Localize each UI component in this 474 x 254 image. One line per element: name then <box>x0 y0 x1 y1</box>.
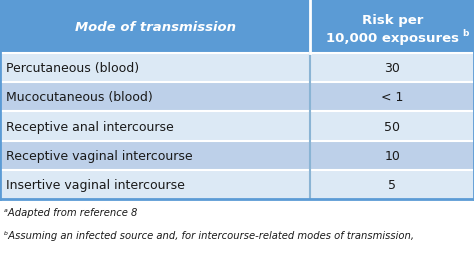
Bar <box>310 83 474 112</box>
Text: Receptive vaginal intercourse: Receptive vaginal intercourse <box>6 149 192 162</box>
Text: Mode of transmission: Mode of transmission <box>75 20 236 33</box>
Text: b: b <box>463 29 469 38</box>
Bar <box>0 0 474 54</box>
Bar <box>310 170 474 199</box>
Bar <box>0 141 310 170</box>
Bar <box>310 54 474 83</box>
Text: no condom use.: no condom use. <box>4 253 84 254</box>
Bar <box>0 112 310 141</box>
Bar <box>310 141 474 170</box>
Text: ᵇAssuming an infected source and, for intercourse-related modes of transmission,: ᵇAssuming an infected source and, for in… <box>4 230 414 240</box>
Text: 50: 50 <box>384 120 400 133</box>
Bar <box>0 54 310 83</box>
Bar <box>0 170 310 199</box>
Bar <box>0 83 310 112</box>
Text: 30: 30 <box>384 62 400 75</box>
Text: 10: 10 <box>384 149 400 162</box>
Text: Mucocutaneous (blood): Mucocutaneous (blood) <box>6 91 153 104</box>
Text: Risk per: Risk per <box>362 14 423 27</box>
Bar <box>310 112 474 141</box>
Text: Percutaneous (blood): Percutaneous (blood) <box>6 62 139 75</box>
Text: Receptive anal intercourse: Receptive anal intercourse <box>6 120 173 133</box>
Text: < 1: < 1 <box>381 91 403 104</box>
Text: 5: 5 <box>388 178 396 191</box>
Text: 10,000 exposures: 10,000 exposures <box>326 32 459 45</box>
Text: Insertive vaginal intercourse: Insertive vaginal intercourse <box>6 178 184 191</box>
Text: ᵃAdapted from reference 8: ᵃAdapted from reference 8 <box>4 207 137 217</box>
